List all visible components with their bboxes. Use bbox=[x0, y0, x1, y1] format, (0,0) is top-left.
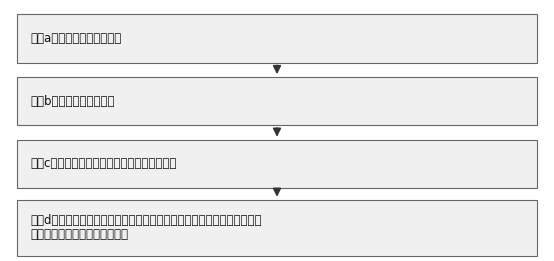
FancyBboxPatch shape bbox=[17, 200, 537, 256]
Text: 接口函数以获取非周期性数据。: 接口函数以获取非周期性数据。 bbox=[30, 228, 129, 241]
Text: 步骤a、对主站进行初始化；: 步骤a、对主站进行初始化； bbox=[30, 32, 122, 45]
FancyBboxPatch shape bbox=[17, 77, 537, 125]
Text: 步骤d、当需要处理非周期性数据时，主站创建协议请求并调用协议读或写: 步骤d、当需要处理非周期性数据时，主站创建协议请求并调用协议读或写 bbox=[30, 214, 262, 227]
Text: 步骤b、对从站进行配置；: 步骤b、对从站进行配置； bbox=[30, 95, 115, 108]
FancyBboxPatch shape bbox=[17, 14, 537, 63]
FancyBboxPatch shape bbox=[17, 140, 537, 188]
Text: 步骤c、主站与从站之间进行周期性数据通信；: 步骤c、主站与从站之间进行周期性数据通信； bbox=[30, 157, 177, 170]
